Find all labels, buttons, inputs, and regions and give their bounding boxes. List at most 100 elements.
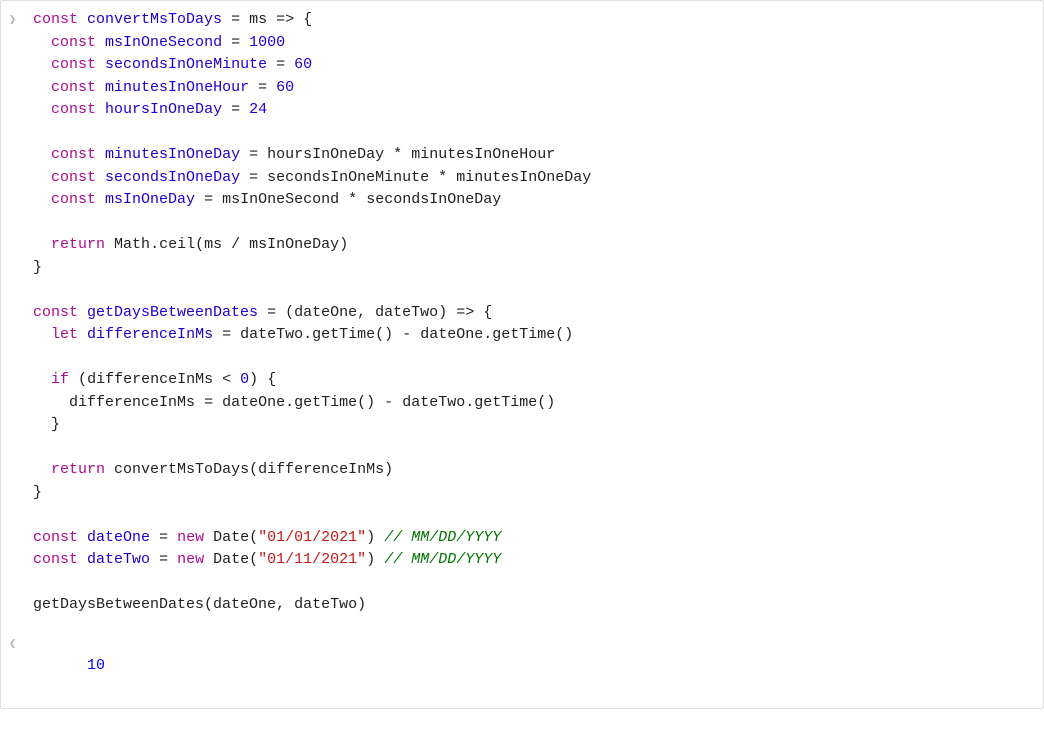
token-default: dateTwo [402,394,465,411]
token-variable: differenceInMs [87,326,213,343]
token-operator: = [231,34,240,51]
token-default: getTime [474,394,537,411]
token-keyword: return [51,461,105,478]
token-default: dateTwo [240,326,303,343]
token-space [447,169,456,186]
token-default: . [285,394,294,411]
chevron-left-icon: ❮ [9,633,29,656]
token-space [258,304,267,321]
token-space [33,371,51,388]
token-default: differenceInMs [258,461,384,478]
token-variable: hoursInOneDay [105,101,222,118]
code-line [33,212,1035,235]
token-space [69,371,78,388]
token-operator: = [159,529,168,546]
token-default: msInOneSecond [222,191,339,208]
token-space [33,34,51,51]
token-default: ) [366,551,375,568]
console-panel: ❯ const convertMsToDays = ms => { const … [0,0,1044,709]
token-space [240,34,249,51]
chevron-right-icon: ❯ [9,9,29,32]
token-operator: * [393,146,402,163]
token-default: minutesInOneDay [456,169,591,186]
token-space [357,191,366,208]
token-default: () [537,394,555,411]
token-default: secondsInOneDay [366,191,501,208]
token-operator: < [222,371,231,388]
token-default: secondsInOneMinute [267,169,429,186]
console-input-row[interactable]: ❯ const convertMsToDays = ms => { const … [1,1,1043,625]
token-space [78,529,87,546]
token-default: . [483,326,492,343]
token-default: dateOne [222,394,285,411]
token-operator: = [258,79,267,96]
token-default: hoursInOneDay [267,146,384,163]
token-variable: dateOne [87,529,150,546]
token-default: ceil [159,236,195,253]
token-space [168,551,177,568]
token-space [285,56,294,73]
token-keyword: const [51,56,96,73]
token-space [33,56,51,73]
token-space [258,371,267,388]
token-default: } [33,484,42,501]
token-default: . [150,236,159,253]
token-keyword: let [51,326,78,343]
token-space [222,236,231,253]
console-output-row: ❮ 10 [1,625,1043,709]
token-operator: = [231,101,240,118]
token-space [33,416,51,433]
token-space [249,79,258,96]
token-operator: = [267,304,276,321]
token-default: } [33,259,42,276]
token-default: () [555,326,573,343]
token-variable: msInOneDay [105,191,195,208]
token-keyword: const [51,169,96,186]
token-space [267,79,276,96]
token-space [96,169,105,186]
code-line: const minutesInOneDay = hoursInOneDay * … [33,144,1035,167]
token-space [195,191,204,208]
token-default: convertMsToDays [114,461,249,478]
token-space [375,394,384,411]
token-space [33,146,51,163]
token-default: { [267,371,276,388]
token-space [33,191,51,208]
token-keyword: const [33,551,78,568]
token-comment: // MM/DD/YYYY [384,551,501,568]
code-line: } [33,414,1035,437]
token-default: getTime [492,326,555,343]
token-default: ) [339,236,348,253]
token-default: { [483,304,492,321]
token-default: ( [195,236,204,253]
token-space [213,371,222,388]
token-number: 24 [249,101,267,118]
token-variable: minutesInOneDay [105,146,240,163]
token-operator: / [231,236,240,253]
token-default: dateOne [294,304,357,321]
token-keyword: const [51,101,96,118]
code-line: const msInOneDay = msInOneSecond * secon… [33,189,1035,212]
token-operator: * [438,169,447,186]
token-string: "01/01/2021" [258,529,366,546]
token-space [393,326,402,343]
token-space [393,394,402,411]
token-operator: = [231,11,240,28]
token-number: 60 [294,56,312,73]
code-line: const minutesInOneHour = 60 [33,77,1035,100]
code-line: const secondsInOneMinute = 60 [33,54,1035,77]
token-default: getTime [312,326,375,343]
token-default: msInOneDay [249,236,339,253]
code-line [33,122,1035,145]
code-line: } [33,257,1035,280]
token-variable: secondsInOneMinute [105,56,267,73]
token-space [339,191,348,208]
token-default: ( [204,596,213,613]
token-default: ) [357,596,366,613]
code-input-area[interactable]: const convertMsToDays = ms => { const ms… [29,1,1043,625]
token-space [78,326,87,343]
token-space [402,146,411,163]
code-line [33,504,1035,527]
token-space [204,529,213,546]
token-operator: = [249,146,258,163]
